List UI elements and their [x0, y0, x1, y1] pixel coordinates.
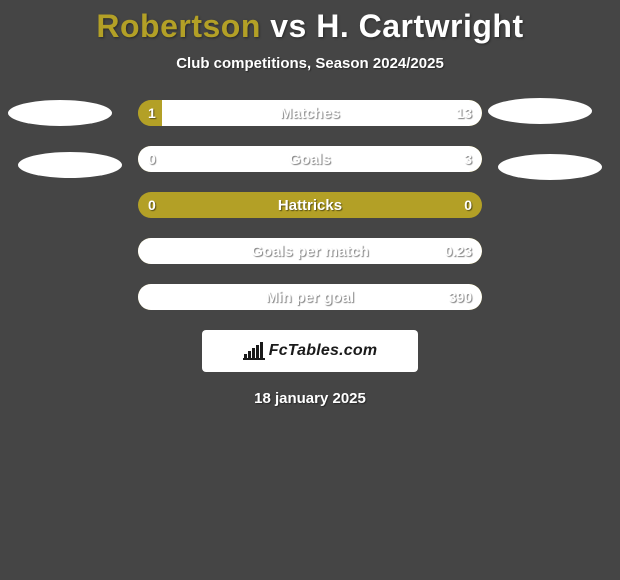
stat-value-player-b: 0: [464, 192, 472, 218]
stat-row: Min per goal390: [0, 284, 620, 310]
attribution-text: FcTables.com: [269, 342, 378, 360]
stat-label: Hattricks: [138, 192, 482, 218]
barchart-icon: [243, 342, 265, 360]
comparison-chart: Matches113 Goals03 Hattricks0 0 Goals per ma…: [0, 100, 620, 310]
page-title: Robertson vs H. Cartwright: [0, 0, 620, 45]
title-vs: vs: [270, 8, 307, 44]
subtitle: Club competitions, Season 2024/2025: [0, 55, 620, 72]
bar-track: Goals per match0.23: [138, 238, 482, 264]
bar-fill-player-b: [138, 146, 482, 172]
stat-row: Hattricks0 0: [0, 192, 620, 218]
bar-fill-player-b: [138, 238, 482, 264]
bar-track: Matches113: [138, 100, 482, 126]
stat-row: Goals03: [0, 146, 620, 172]
stat-value-player-a: 0: [148, 192, 156, 218]
bar-fill-player-b: [138, 284, 482, 310]
attribution-badge: FcTables.com: [202, 330, 418, 372]
date-line: 18 january 2025: [0, 390, 620, 407]
stat-row: Goals per match0.23: [0, 238, 620, 264]
bar-track: Goals03: [138, 146, 482, 172]
title-player-b: H. Cartwright: [316, 8, 523, 44]
title-player-a: Robertson: [96, 8, 261, 44]
bar-fill-player-b: [162, 100, 482, 126]
bar-track: Hattricks0 0: [138, 192, 482, 218]
stat-row: Matches113: [0, 100, 620, 126]
bar-fill-player-a: [138, 100, 162, 126]
bar-track: Min per goal390: [138, 284, 482, 310]
